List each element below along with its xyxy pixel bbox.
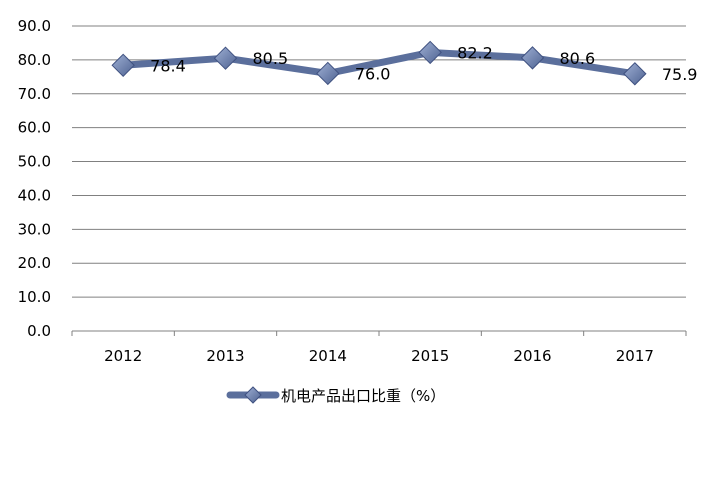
y-tick-label: 80.0 (18, 51, 51, 69)
x-axis-tick-labels: 2012 2013 2014 2015 2016 2017 (104, 347, 654, 365)
x-tick-label: 2016 (513, 347, 551, 365)
data-label: 80.6 (560, 49, 596, 68)
x-tick-label: 2015 (411, 347, 449, 365)
data-label: 76.0 (355, 64, 391, 83)
y-tick-label: 0.0 (27, 322, 51, 340)
y-axis-tick-labels: 0.0 10.0 20.0 30.0 40.0 50.0 60.0 70.0 80.0 90.0 (18, 17, 51, 340)
x-tick-label: 2012 (104, 347, 142, 365)
data-point-marker (623, 62, 647, 86)
legend-diamond-marker (244, 386, 262, 404)
data-label: 78.4 (150, 56, 186, 75)
x-tick-label: 2013 (206, 347, 244, 365)
y-tick-label: 90.0 (18, 17, 51, 35)
y-tick-label: 60.0 (18, 119, 51, 137)
y-tick-label: 10.0 (18, 288, 51, 306)
legend: 机电产品出口比重（%） (226, 386, 445, 405)
y-tick-label: 20.0 (18, 254, 51, 272)
y-tick-label: 40.0 (18, 186, 51, 204)
data-point-marker (111, 53, 135, 78)
legend-label: 机电产品出口比重（%） (281, 387, 445, 405)
y-tick-label: 30.0 (18, 220, 51, 238)
data-label: 75.9 (662, 65, 698, 84)
y-tick-label: 70.0 (18, 85, 51, 103)
y-tick-label: 50.0 (18, 153, 51, 171)
x-tick-label: 2017 (616, 347, 654, 365)
data-labels: 78.4 80.5 76.0 82.2 80.6 75.9 (150, 43, 697, 83)
x-tick-label: 2014 (309, 347, 347, 365)
data-label: 80.5 (253, 49, 289, 68)
series-line (119, 48, 639, 78)
data-point-marker (418, 40, 442, 65)
data-point-marker (316, 61, 340, 86)
data-point-marker (520, 46, 545, 70)
data-label: 82.2 (457, 43, 493, 62)
series-group (111, 40, 647, 86)
data-point-marker (213, 46, 238, 70)
